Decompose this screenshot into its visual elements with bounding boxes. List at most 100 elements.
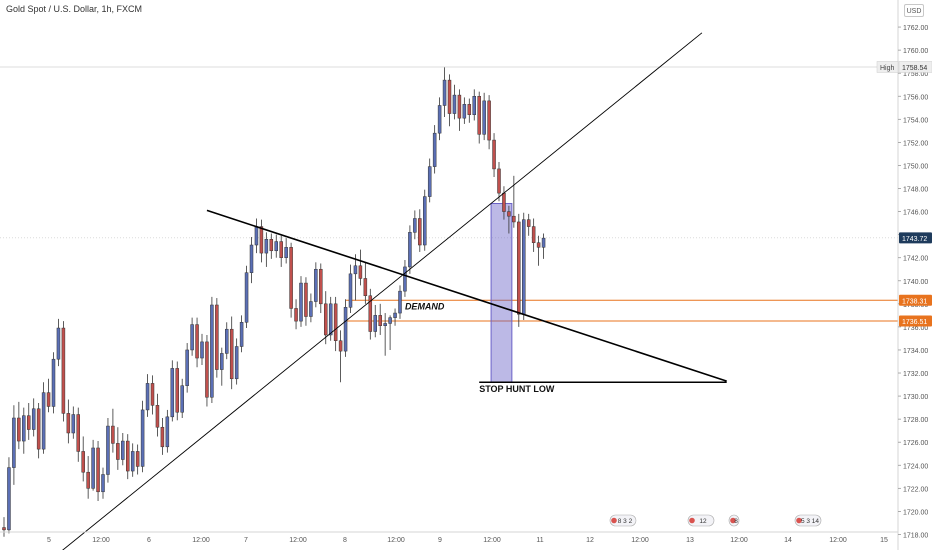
- candle[interactable]: [180, 378, 184, 418]
- candle[interactable]: [373, 304, 377, 338]
- candle[interactable]: [116, 427, 120, 470]
- candle[interactable]: [299, 276, 303, 327]
- candle[interactable]: [41, 382, 46, 454]
- candle[interactable]: [309, 293, 313, 323]
- candle[interactable]: [121, 432, 125, 466]
- demand-bottom-tag[interactable]: 1736.51: [899, 315, 932, 327]
- candle[interactable]: [442, 67, 447, 118]
- candle[interactable]: [46, 378, 51, 413]
- candle[interactable]: [175, 361, 179, 421]
- candle[interactable]: [160, 417, 165, 455]
- candle[interactable]: [259, 219, 264, 263]
- candle[interactable]: [497, 161, 501, 202]
- candle[interactable]: [423, 189, 427, 251]
- resistance-trendline[interactable]: [206, 209, 727, 382]
- candle[interactable]: [338, 330, 343, 383]
- candle[interactable]: [111, 408, 115, 453]
- candle[interactable]: [432, 125, 437, 174]
- candle[interactable]: [239, 315, 244, 353]
- candle[interactable]: [279, 235, 283, 267]
- candle[interactable]: [403, 260, 407, 297]
- candle[interactable]: [22, 407, 26, 454]
- candle[interactable]: [2, 517, 6, 537]
- candle[interactable]: [477, 91, 481, 144]
- candle[interactable]: [408, 225, 412, 274]
- demand-top-tag[interactable]: 1738.31: [899, 294, 932, 306]
- candle[interactable]: [526, 213, 531, 236]
- candle[interactable]: [96, 441, 100, 502]
- candle[interactable]: [61, 321, 66, 422]
- event-badge[interactable]: 8 3 2: [609, 514, 637, 527]
- candle[interactable]: [229, 316, 234, 390]
- candle[interactable]: [215, 298, 219, 378]
- candle[interactable]: [274, 234, 278, 258]
- candle[interactable]: [71, 406, 76, 439]
- candle[interactable]: [249, 236, 254, 284]
- candle[interactable]: [165, 409, 170, 453]
- candle[interactable]: [368, 288, 373, 340]
- candle[interactable]: [413, 210, 417, 240]
- candle[interactable]: [492, 133, 496, 177]
- candle[interactable]: [363, 262, 368, 304]
- candle[interactable]: [531, 218, 536, 252]
- candle[interactable]: [462, 97, 467, 124]
- candle[interactable]: [244, 265, 249, 329]
- candle[interactable]: [324, 291, 328, 345]
- candle[interactable]: [388, 315, 392, 350]
- candle[interactable]: [126, 434, 130, 480]
- candle[interactable]: [437, 97, 442, 141]
- candle[interactable]: [398, 285, 402, 319]
- candle[interactable]: [536, 235, 541, 266]
- candle[interactable]: [269, 233, 274, 259]
- last-price-tag[interactable]: 1743.72: [899, 232, 932, 244]
- candle[interactable]: [487, 95, 491, 150]
- candle[interactable]: [393, 308, 397, 326]
- event-badge[interactable]: 5 3 14: [794, 514, 822, 527]
- candle[interactable]: [86, 456, 90, 499]
- candle[interactable]: [195, 317, 199, 368]
- candle[interactable]: [304, 277, 308, 326]
- candle[interactable]: [101, 467, 105, 499]
- candle[interactable]: [358, 249, 363, 286]
- candle[interactable]: [106, 417, 110, 483]
- candle[interactable]: [418, 209, 422, 252]
- candle[interactable]: [294, 299, 298, 330]
- candle[interactable]: [130, 443, 135, 477]
- candle[interactable]: [220, 347, 224, 386]
- candle[interactable]: [457, 89, 462, 131]
- event-badge[interactable]: 12: [687, 514, 715, 527]
- candle[interactable]: [289, 242, 293, 318]
- candle[interactable]: [447, 74, 452, 127]
- candle[interactable]: [472, 89, 476, 121]
- candle[interactable]: [517, 213, 521, 327]
- candle[interactable]: [264, 232, 269, 267]
- candle[interactable]: [284, 238, 288, 264]
- candle[interactable]: [522, 212, 526, 320]
- candle[interactable]: [17, 401, 21, 450]
- candle[interactable]: [541, 233, 546, 259]
- candle[interactable]: [76, 407, 80, 462]
- candle[interactable]: [36, 403, 41, 459]
- candle[interactable]: [383, 313, 387, 356]
- candle[interactable]: [225, 322, 229, 360]
- candle[interactable]: [91, 439, 95, 491]
- candle[interactable]: [200, 333, 204, 365]
- candle[interactable]: [12, 405, 16, 485]
- candle[interactable]: [170, 360, 175, 422]
- candle[interactable]: [135, 444, 140, 475]
- candle[interactable]: [185, 343, 189, 393]
- candle[interactable]: [210, 296, 214, 404]
- candle[interactable]: [343, 299, 348, 357]
- candle[interactable]: [51, 352, 56, 414]
- candle[interactable]: [314, 262, 318, 308]
- candle[interactable]: [348, 264, 353, 314]
- high-price-tag[interactable]: High 1758.54: [876, 61, 932, 73]
- candle[interactable]: [467, 98, 472, 123]
- event-badge[interactable]: 8: [728, 514, 740, 527]
- candle[interactable]: [155, 393, 160, 437]
- candle[interactable]: [378, 303, 382, 335]
- candle[interactable]: [234, 338, 239, 385]
- candle[interactable]: [66, 399, 71, 444]
- candle[interactable]: [27, 403, 31, 440]
